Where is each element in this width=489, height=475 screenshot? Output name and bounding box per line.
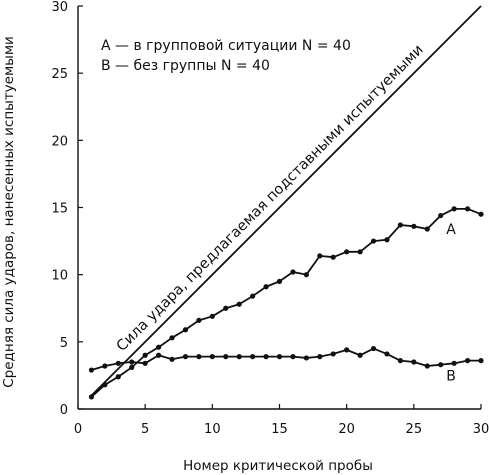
y-tick-label-10: 10 [51, 269, 68, 284]
series-a-point [182, 327, 189, 333]
series-a-point [102, 382, 108, 388]
series-a: A [88, 206, 484, 400]
series-a-point [156, 344, 162, 350]
series-a-point [451, 206, 457, 212]
series-a-point [169, 335, 175, 341]
x-axis-label: Номер критической пробы [183, 458, 373, 474]
series-b-point [384, 351, 390, 357]
series-a-point [357, 249, 363, 255]
series-b-point [169, 356, 175, 362]
series-b-point [263, 354, 269, 360]
series-a-point [344, 249, 350, 255]
series-b-point [142, 360, 148, 366]
series-a-point [115, 374, 121, 380]
series-b-point [250, 354, 256, 360]
series-a-point [290, 269, 296, 275]
series-b-point [196, 354, 202, 360]
series-a-point [397, 222, 403, 228]
series-a-point [276, 278, 283, 284]
series-b-point [88, 367, 95, 373]
y-tick-label-5: 5 [60, 336, 68, 351]
series-b-point [464, 358, 471, 364]
series-a-point [384, 237, 390, 243]
series-a-point [236, 301, 242, 307]
series-b-point [411, 359, 417, 365]
y-tick-label-20: 20 [51, 134, 68, 149]
series-a-point [303, 272, 309, 278]
series-b-point [223, 354, 229, 360]
series-a-line [90, 207, 482, 398]
series-a-point [142, 352, 148, 358]
x-tick-label-20: 20 [338, 422, 355, 437]
legend: A — в групповой ситуации N = 40 B — без … [101, 38, 351, 74]
series-b-point [102, 363, 108, 369]
series-a-point [223, 305, 229, 311]
series-a-point [464, 206, 471, 212]
series-b-point [397, 358, 403, 364]
series-b-point [478, 358, 484, 364]
legend-entry-a: A — в групповой ситуации N = 40 [101, 38, 351, 54]
series-a-point [478, 211, 484, 217]
series-b-point [129, 359, 135, 365]
series-b-point [236, 354, 242, 360]
y-tick-label-30: 30 [51, 0, 68, 15]
series-b-point [182, 354, 189, 360]
series-b-point [451, 360, 457, 366]
series-b-point [330, 351, 336, 357]
legend-entry-b: B — без группы N = 40 [101, 58, 270, 74]
series-a-point [411, 223, 417, 229]
series-b-point [424, 363, 430, 369]
series-a-point [330, 254, 336, 260]
series-b-point [290, 354, 296, 360]
y-tick-label-0: 0 [60, 403, 68, 418]
series-a-point [438, 212, 444, 219]
series-b-point [317, 354, 323, 360]
series-a-point [370, 238, 377, 244]
series-a-point [196, 317, 202, 323]
y-tick-label-15: 15 [51, 202, 68, 217]
series-b-point [357, 352, 363, 358]
series-b-point [303, 355, 309, 361]
x-tick-label-5: 5 [141, 422, 149, 437]
reference-line [90, 5, 482, 397]
x-tick-label-0: 0 [74, 422, 82, 437]
series-b-point [344, 347, 350, 353]
series-b-label: B [446, 369, 456, 385]
series-a-point [250, 293, 256, 299]
x-tick-label-15: 15 [271, 422, 288, 437]
series-b-point [156, 352, 162, 358]
series-a-point [209, 313, 215, 319]
y-axis-label: Средняя сила ударов, нанесенных испытуем… [1, 36, 17, 388]
x-ticks: 0 5 10 15 20 25 30 [74, 404, 489, 437]
series-b-point [276, 354, 283, 360]
x-tick-label-10: 10 [204, 422, 221, 437]
series-group: AB [88, 206, 484, 400]
series-a-point [317, 253, 323, 259]
series-a-point [263, 284, 269, 290]
y-ticks: 0 5 10 15 20 25 30 [51, 0, 83, 418]
series-b-point [209, 354, 215, 360]
series-b-point [115, 360, 121, 366]
x-tick-label-25: 25 [406, 422, 423, 437]
y-tick-label-25: 25 [51, 67, 68, 82]
reference-line-label: Сила удара, предлагаемая подставными исп… [114, 42, 427, 355]
series-a-point [88, 394, 95, 400]
series-b-point [370, 345, 377, 352]
series-b: B [88, 345, 484, 385]
series-a-label: A [446, 222, 456, 238]
x-tick-label-30: 30 [473, 422, 489, 437]
series-a-point [424, 226, 430, 232]
series-a-point [129, 364, 135, 370]
series-b-point [438, 362, 444, 368]
